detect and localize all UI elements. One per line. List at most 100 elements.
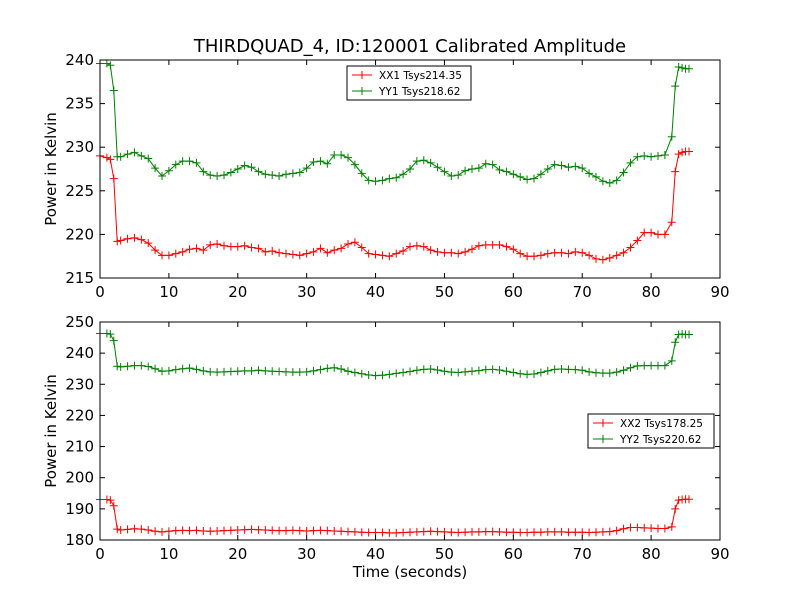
data-point — [667, 356, 676, 365]
data-point — [419, 242, 428, 251]
data-point — [667, 522, 676, 531]
data-point — [323, 159, 332, 168]
data-point — [660, 524, 669, 533]
data-point — [674, 62, 683, 71]
data-point — [578, 366, 587, 375]
data-point — [612, 251, 621, 260]
data-point — [350, 527, 359, 536]
data-point — [309, 247, 318, 256]
series-line — [100, 333, 689, 377]
data-point — [447, 248, 456, 257]
data-point — [109, 336, 118, 345]
data-point — [240, 161, 249, 170]
data-point — [240, 366, 249, 375]
data-point — [667, 132, 676, 141]
data-point — [523, 252, 532, 261]
data-point — [674, 150, 683, 159]
data-point — [481, 240, 490, 249]
y-tick-label: 235 — [65, 95, 94, 113]
data-point — [247, 243, 256, 252]
data-point — [130, 361, 139, 370]
data-point — [275, 171, 284, 180]
data-point — [151, 246, 160, 255]
data-point — [592, 172, 600, 181]
data-point — [316, 157, 325, 166]
data-point — [247, 366, 256, 375]
data-point — [323, 248, 332, 257]
data-point — [226, 526, 235, 535]
data-point — [344, 527, 352, 536]
data-point — [385, 252, 394, 261]
data-point — [440, 248, 449, 257]
data-point — [598, 527, 607, 536]
data-point — [592, 368, 600, 377]
data-point — [406, 165, 414, 173]
data-point — [447, 368, 456, 377]
data-point — [113, 525, 122, 534]
data-point — [233, 165, 242, 173]
data-point — [509, 528, 518, 537]
data-point — [633, 236, 642, 245]
data-point — [275, 526, 284, 535]
data-point — [454, 368, 463, 377]
y-tick-label: 230 — [65, 138, 94, 156]
data-point — [481, 159, 490, 168]
data-point — [192, 526, 201, 535]
data-point — [164, 527, 173, 536]
data-point — [671, 82, 680, 91]
data-point — [392, 249, 401, 258]
legend-label: XX2 Tsys178.25 — [620, 418, 703, 430]
data-point — [461, 528, 470, 537]
data-point — [454, 171, 463, 180]
data-point — [378, 371, 387, 380]
x-tick-label: 90 — [710, 283, 729, 301]
data-point — [116, 152, 125, 161]
data-point — [474, 366, 483, 375]
data-point — [433, 527, 442, 536]
data-point — [261, 170, 270, 179]
data-point — [102, 59, 111, 68]
data-point — [578, 164, 587, 173]
data-point — [261, 526, 270, 535]
data-point — [254, 525, 263, 534]
data-point — [137, 235, 146, 244]
chart-title: THIRDQUAD_4, ID:120001 Calibrated Amplit… — [193, 36, 626, 57]
data-point — [206, 367, 215, 376]
legend: XX1 Tsys214.35 YY1 Tsys218.62 — [346, 65, 472, 101]
data-point — [109, 501, 118, 510]
data-point — [626, 363, 635, 372]
data-point — [598, 369, 607, 378]
data-point — [392, 369, 401, 378]
data-point — [171, 526, 180, 535]
legend: XX2 Tsys178.25 YY2 Tsys220.62 — [587, 413, 715, 449]
legend-marker — [599, 435, 607, 443]
data-point — [685, 64, 693, 73]
data-point — [654, 151, 662, 160]
data-point — [199, 366, 208, 375]
data-point — [530, 252, 538, 261]
data-point — [509, 170, 518, 179]
data-point — [474, 241, 483, 250]
data-point — [433, 163, 442, 172]
data-point — [288, 368, 297, 377]
data-point — [468, 367, 476, 376]
data-point — [461, 367, 470, 376]
data-point — [261, 366, 270, 375]
data-point — [654, 361, 662, 370]
data-point — [660, 230, 669, 239]
data-point — [116, 362, 125, 371]
data-point — [185, 526, 194, 535]
data-point — [612, 526, 621, 535]
data-point — [213, 526, 222, 535]
data-point — [171, 160, 180, 169]
data-point — [671, 338, 680, 347]
data-point — [144, 362, 153, 371]
data-point — [164, 251, 173, 260]
data-point — [412, 157, 421, 166]
data-point — [633, 152, 642, 161]
data-point — [151, 527, 160, 536]
data-point — [481, 365, 490, 374]
data-point — [468, 245, 476, 254]
data-point — [647, 152, 656, 161]
y-tick-label: 190 — [65, 500, 94, 518]
